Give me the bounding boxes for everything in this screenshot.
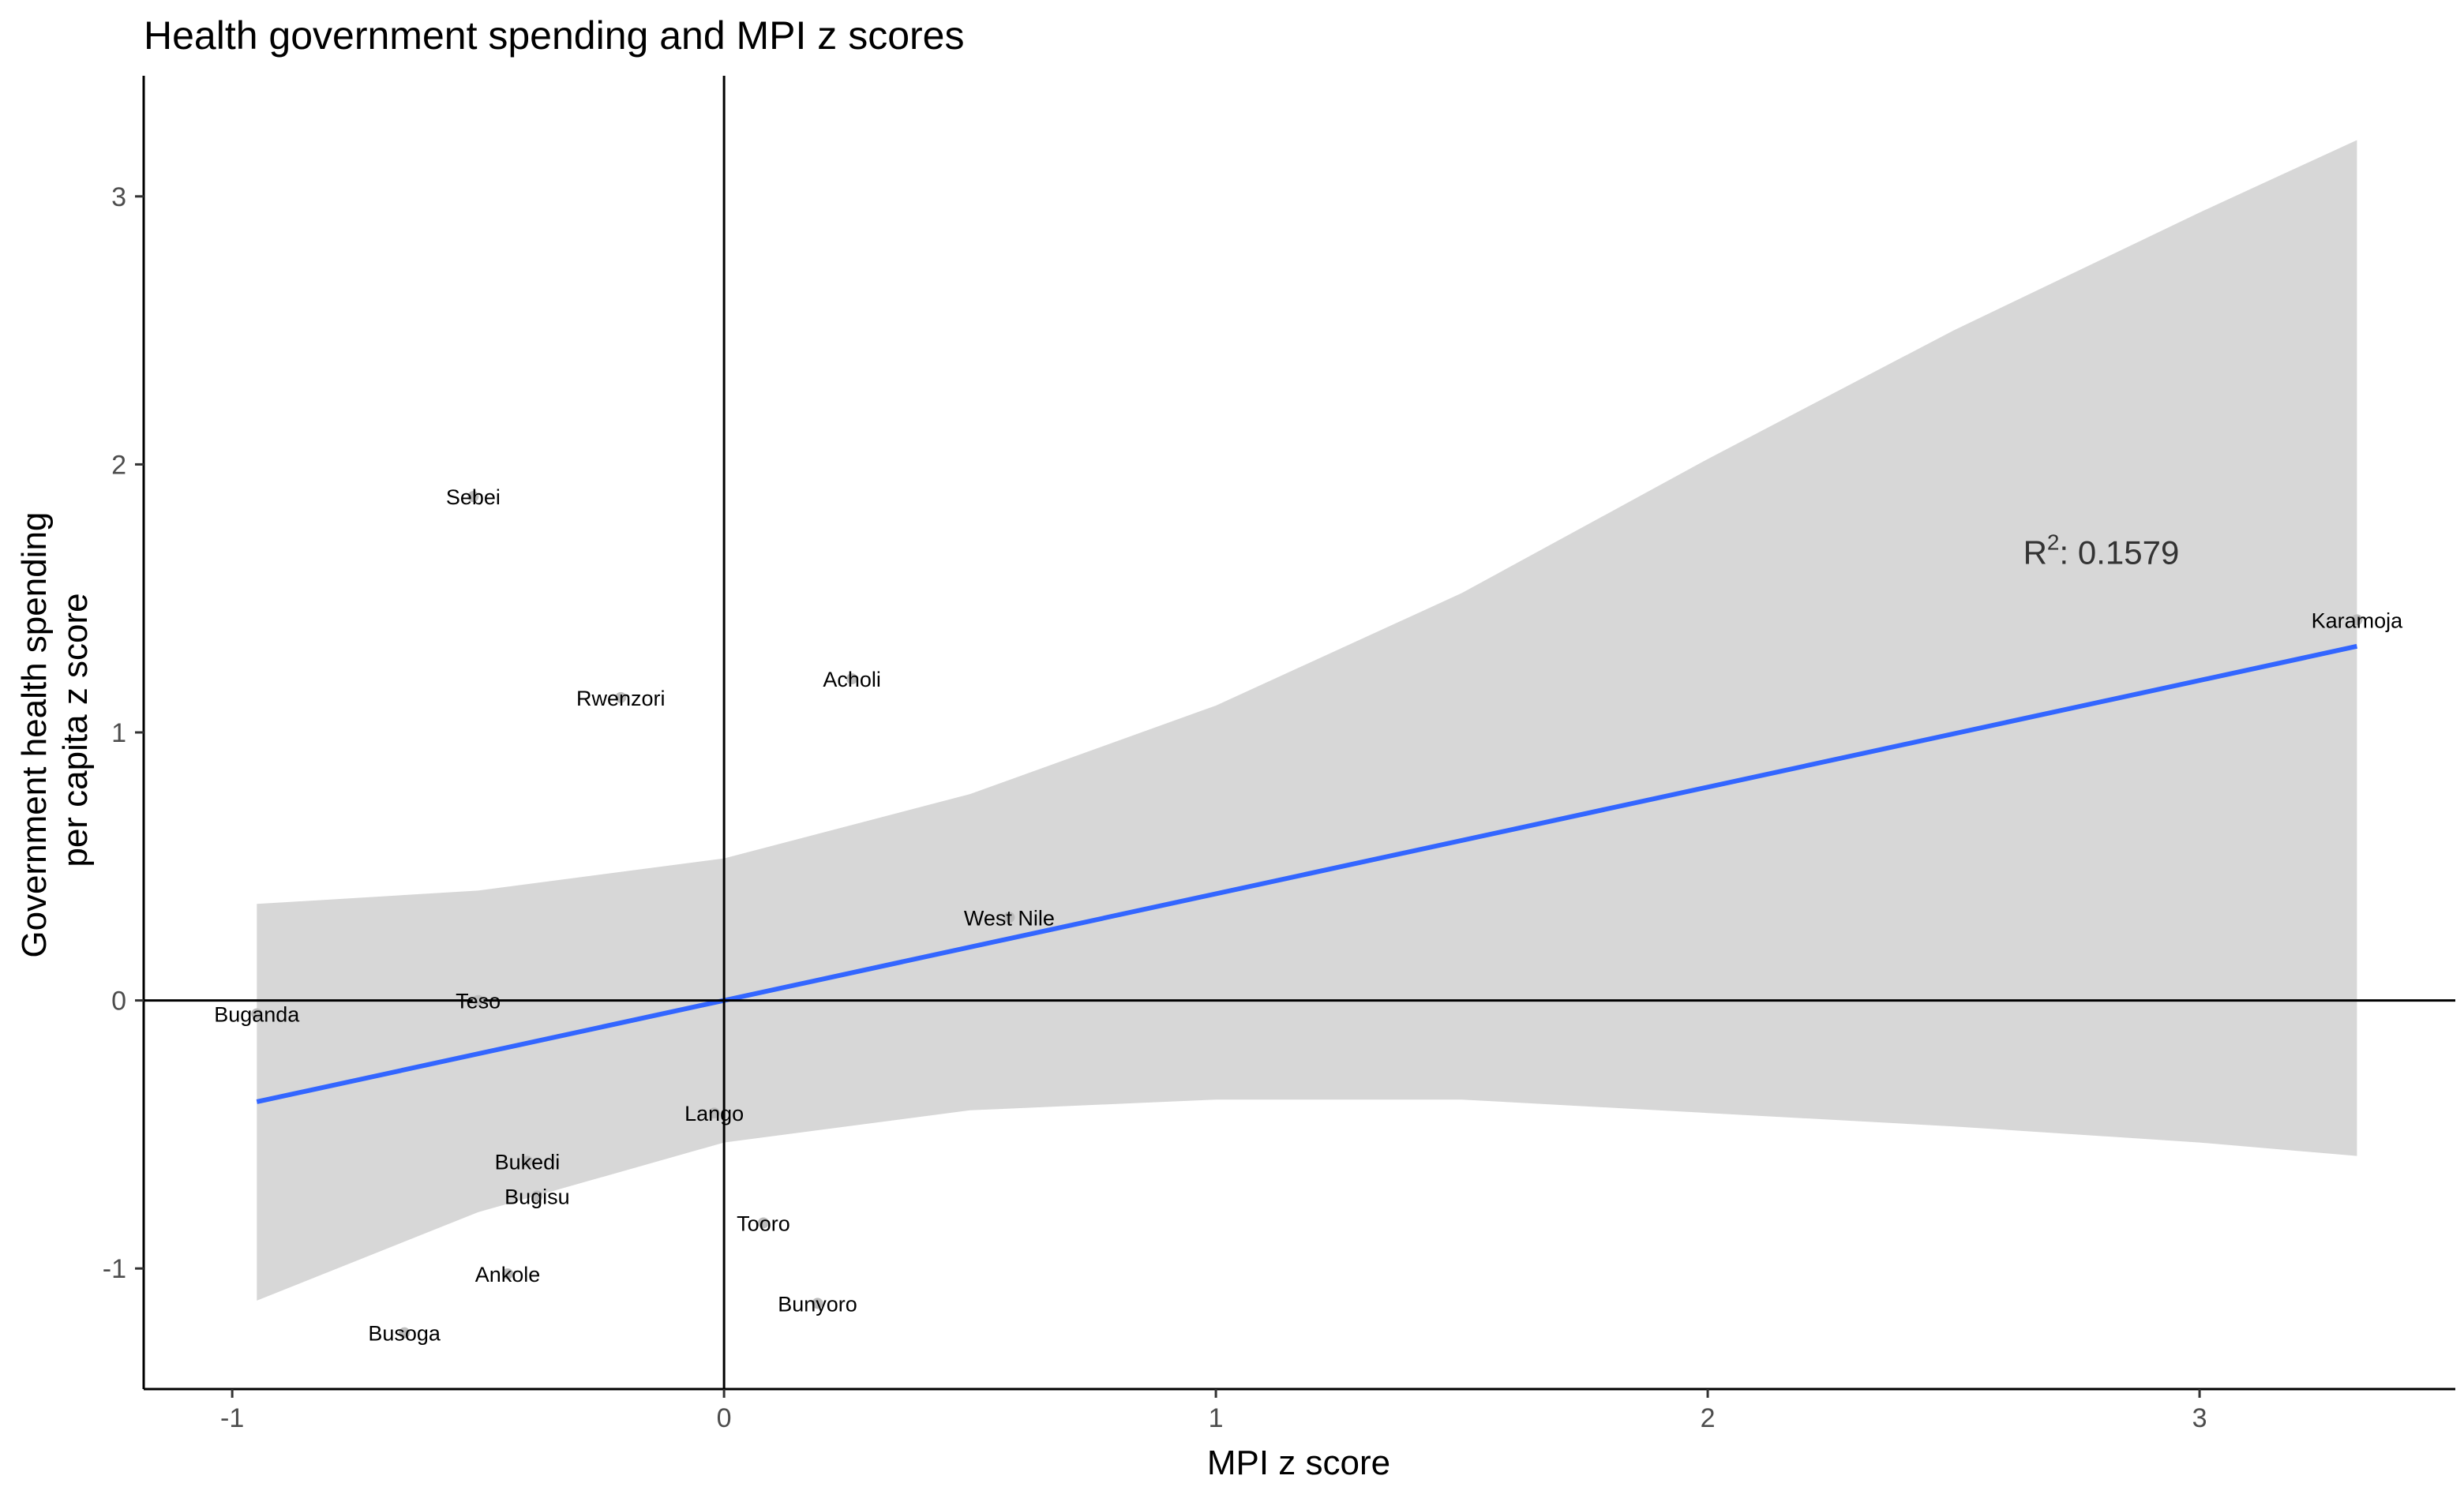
point-label-busoga: Busoga [368,1322,441,1346]
point-label-teso: Teso [456,990,501,1013]
fit-line [256,643,2358,1104]
chart-title: Health government spending and MPI z sco… [144,13,964,58]
fit-line-layer [256,643,2358,1104]
point-bunyoro [812,1298,823,1309]
point-ankole [502,1268,514,1279]
r-squared-superscript: 2 [2047,530,2060,554]
point-buganda [251,1008,263,1020]
point-label-buganda: Buganda [214,1003,300,1027]
point-label-sebei: Sebei [446,485,501,509]
y-tick-label: 2 [111,450,126,480]
points-layer [251,491,2363,1339]
point-tooro [757,1217,769,1229]
y-axis-title: Government health spending per capita z … [15,502,95,957]
point-label-west-nile: West Nile [964,906,1055,930]
x-tick-label: 2 [1701,1403,1716,1433]
point-bukedi [521,1155,533,1167]
point-label-lango: Lango [684,1102,744,1125]
point-label-karamoja: Karamoja [2312,609,2404,632]
point-label-ankole: Ankole [475,1263,541,1286]
point-label-bunyoro: Bunyoro [778,1292,857,1316]
y-axis-title-line-1: Government health spending [15,512,54,958]
r-squared-base: R [2023,534,2047,571]
y-tick-label: -1 [103,1254,126,1284]
x-tick-label: -1 [220,1403,244,1433]
confidence-band [257,140,2357,1301]
point-karamoja [2351,614,2363,626]
point-label-acholi: Acholi [823,668,881,691]
point-label-rwenzori: Rwenzori [576,687,666,710]
y-axis-title-line-2: per capita z score [56,593,95,867]
point-lango [708,1107,720,1119]
point-labels-layer: Sebei Rwenzori Acholi West Nile Karamoja Teso… [214,485,2403,1346]
point-sebei [467,491,479,503]
reference-lines-layer [144,76,2455,1389]
point-bugisu [531,1190,543,1202]
x-tick-label: 1 [1209,1403,1224,1433]
y-tick-label: 3 [111,182,126,212]
y-tick-label: 0 [111,987,126,1017]
axes-layer: -1 0 1 2 3 -1 0 1 2 3 [103,76,2455,1433]
r-squared-value: : 0.1579 [2060,534,2180,571]
point-label-tooro: Tooro [737,1212,790,1235]
point-label-bugisu: Bugisu [504,1185,570,1208]
point-west-nile [1003,912,1015,923]
point-busoga [399,1327,411,1339]
y-tick-label: 1 [111,718,126,748]
confidence-band-layer [257,140,2357,1301]
point-acholi [846,673,858,685]
point-rwenzori [615,691,627,703]
r-squared-annotation: R2: 0.1579 [2023,530,2180,571]
point-teso [472,994,484,1006]
x-axis-title: MPI z score [1207,1444,1390,1482]
x-tick-label: 0 [717,1403,732,1433]
x-tick-label: 3 [2192,1403,2207,1433]
point-label-bukedi: Bukedi [495,1150,561,1174]
